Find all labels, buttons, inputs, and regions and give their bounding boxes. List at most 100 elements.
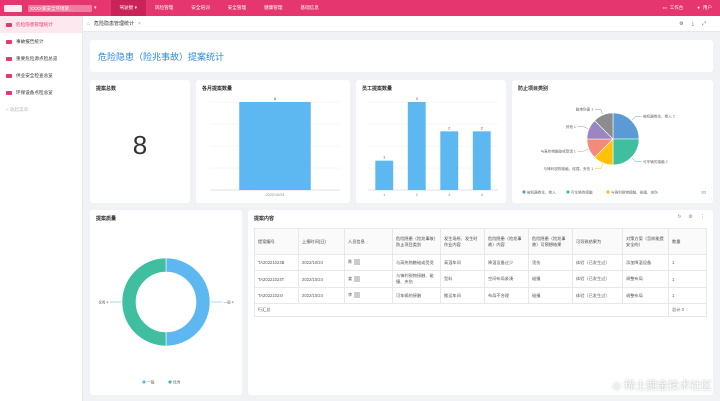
- table-cell: 体验（已发生过）: [572, 270, 623, 288]
- nav-item-4[interactable]: 健康管理: [264, 5, 283, 10]
- table-cell: TA20221024T: [254, 270, 299, 288]
- pie-slice[interactable]: [612, 138, 640, 166]
- cell-text: 降温设备过少: [488, 259, 514, 265]
- sidebar-item-1[interactable]: 事故报告统计: [0, 33, 82, 50]
- cell-text: 调整布局: [626, 292, 643, 298]
- legend-swatch: [142, 380, 146, 384]
- table-row[interactable]: TA20221024T 2022/10/24 姜 与锋利锐物接触、碰撞、夹伤 型料 空间布…: [254, 270, 707, 288]
- legend-pager: 1/3: [701, 190, 706, 194]
- column-header[interactable]: 提案编号: [254, 228, 299, 255]
- cell-text: 体验（已发生过）: [576, 276, 610, 281]
- slice-leader-line: [594, 163, 603, 169]
- monthly-bar-chart: 8 2022/10/24: [210, 96, 340, 197]
- column-header[interactable]: 危险隐患（险兆事故）防止项目类别: [392, 228, 441, 255]
- table-cell: 2022/10/24: [298, 270, 345, 288]
- column-header[interactable]: 数量: [668, 228, 707, 255]
- table-cell: 调整布局: [622, 270, 669, 288]
- nav-item-3[interactable]: 安全管理: [227, 5, 247, 10]
- chevron-down-icon: ▾: [133, 5, 137, 10]
- report-icon: [6, 39, 12, 44]
- slice-label: 与锋利锐物接触、碰撞、夹伤 1: [544, 166, 594, 171]
- table-cell: 陈: [344, 254, 393, 271]
- table-cell: 型料: [440, 270, 485, 288]
- summary-label: 行汇总: [254, 303, 669, 317]
- staff-card-title: 员工提案数量: [362, 86, 393, 92]
- user-menu[interactable]: ● 用户: [697, 5, 712, 10]
- table-cell: 姜: [344, 270, 393, 288]
- x-tick-label: 3: [448, 193, 450, 197]
- cell-text: 陈: [348, 259, 353, 265]
- pie-slice[interactable]: [612, 112, 640, 140]
- table-row[interactable]: TA20221024I 2022/10/24 李 可车辆的接触 搬运车间 布局不合理 碰撞 体…: [254, 287, 707, 304]
- report-icon: [6, 73, 12, 78]
- bar[interactable]: [407, 102, 426, 190]
- tab-bar: ⌂ 危险隐患管理统计 × ⚙ ⤓ ⤢: [83, 16, 720, 32]
- settings-icon[interactable]: ⚙: [688, 214, 693, 220]
- cell-text: 搬运车间: [444, 292, 461, 298]
- table-cell: 碰撞: [528, 287, 573, 304]
- sidebar-item-3[interactable]: 供业安全检查总览: [0, 67, 82, 84]
- column-header[interactable]: 危险隐患（险兆事故）内容: [484, 228, 529, 255]
- summary-row: 行汇总 总计 3: [254, 303, 707, 317]
- monitor-icon: ▭: [662, 5, 667, 10]
- x-tick-label: 2: [416, 193, 418, 197]
- home-icon[interactable]: ⌂: [87, 20, 91, 27]
- column-header[interactable]: 上报时间(日): [298, 228, 345, 255]
- chevron-down-icon[interactable]: ▾: [94, 5, 97, 11]
- download-icon[interactable]: ⤓: [691, 20, 694, 27]
- bar[interactable]: [375, 160, 394, 190]
- content-card: 提案内容 ↻ ⚙ ⋮ 提案编号 上报时间(日) 人员信息 危险隐患（险兆事故）防止项目…: [248, 210, 713, 395]
- pie-slice[interactable]: [594, 112, 614, 140]
- app-logo: [4, 4, 22, 12]
- cell-text: 与高热物触碰或受烫: [396, 259, 434, 265]
- expand-icon[interactable]: ⤢: [701, 20, 706, 27]
- bar-value-label: 8: [274, 96, 277, 101]
- sidebar: 危险隐患管理统计 事故报告统计 重要危险源点检总览 供业安全检查总览 环保设备点检总览 <…: [0, 16, 83, 401]
- table-cell: 烫伤: [528, 254, 573, 271]
- sidebar-item-4[interactable]: 环保设备点检总览: [0, 84, 82, 101]
- sidebar-item-2[interactable]: 重要危险源点检总览: [0, 50, 82, 67]
- sidebar-item-5[interactable]: < 收起菜单: [0, 101, 82, 118]
- pie-slice[interactable]: [121, 257, 167, 347]
- table-cell: 可车辆的接触: [392, 287, 441, 304]
- close-icon[interactable]: ×: [138, 20, 141, 27]
- report-icon: [6, 90, 12, 95]
- content-card-title: 提案内容: [254, 216, 275, 222]
- project-pie-chart: 被机器卷住、卷入 2 可车辆的接触 2 与锋利锐物接触、碰撞、夹伤 1 与高热物触碰或…: [522, 107, 706, 194]
- sidebar-item-0[interactable]: 危险隐患管理统计: [0, 16, 82, 33]
- table-row[interactable]: TA20221024B 2022/10/24 陈 与高热物触碰或受烫 高温车间 降温设备过…: [254, 254, 707, 271]
- column-header[interactable]: 可导致结果为: [572, 228, 623, 255]
- table-cell: 2022/10/24: [298, 287, 345, 304]
- monthly-card: 各月提案数量 8 2022/10/24: [196, 80, 350, 203]
- column-header[interactable]: 危险隐患（险兆事故）可预想结果: [528, 228, 573, 255]
- bar-value-label: 3: [416, 96, 419, 101]
- pie-slice[interactable]: [165, 257, 211, 347]
- table-cell: TA20221024B: [254, 254, 299, 271]
- tab-current[interactable]: 危险隐患管理统计: [94, 21, 135, 27]
- nav-item-2[interactable]: 安全培训: [191, 5, 210, 10]
- cell-text: 型料: [444, 276, 453, 281]
- cell-text: 碰撞: [532, 292, 541, 298]
- column-header[interactable]: 发生场所、发生时作业内容: [440, 228, 485, 255]
- column-header[interactable]: 人员信息: [344, 228, 393, 255]
- legend-swatch: [522, 190, 526, 194]
- bar[interactable]: [440, 131, 459, 190]
- nav-item-0[interactable]: 驾驶舱 ▾: [110, 0, 146, 16]
- cell-text: 与锋利锐物接触、碰撞、夹伤: [396, 273, 434, 284]
- workbench-link[interactable]: ▭ 工作台: [662, 5, 684, 10]
- nav-item-5[interactable]: 基础信息: [300, 5, 319, 10]
- bar[interactable]: [472, 131, 491, 190]
- table-cell: 1: [668, 270, 707, 288]
- project-card-title: 防止项目类别: [518, 86, 549, 92]
- table-cell: 与高热物触碰或受烫: [392, 254, 441, 271]
- bar[interactable]: [239, 102, 311, 190]
- more-icon[interactable]: ⋮: [700, 214, 705, 220]
- settings-icon[interactable]: ⚙: [679, 20, 684, 27]
- refresh-icon[interactable]: ↻: [677, 214, 682, 220]
- legend-label: 一般: [147, 379, 155, 384]
- slice-leader-line: [631, 116, 642, 121]
- nav-item-1[interactable]: 风险管理: [154, 5, 174, 10]
- column-header[interactable]: 对策方案（怎样能提安全的）: [622, 228, 669, 255]
- app-title[interactable]: XXXX家安全环境管...: [28, 4, 92, 12]
- table-cell: 李: [344, 287, 393, 304]
